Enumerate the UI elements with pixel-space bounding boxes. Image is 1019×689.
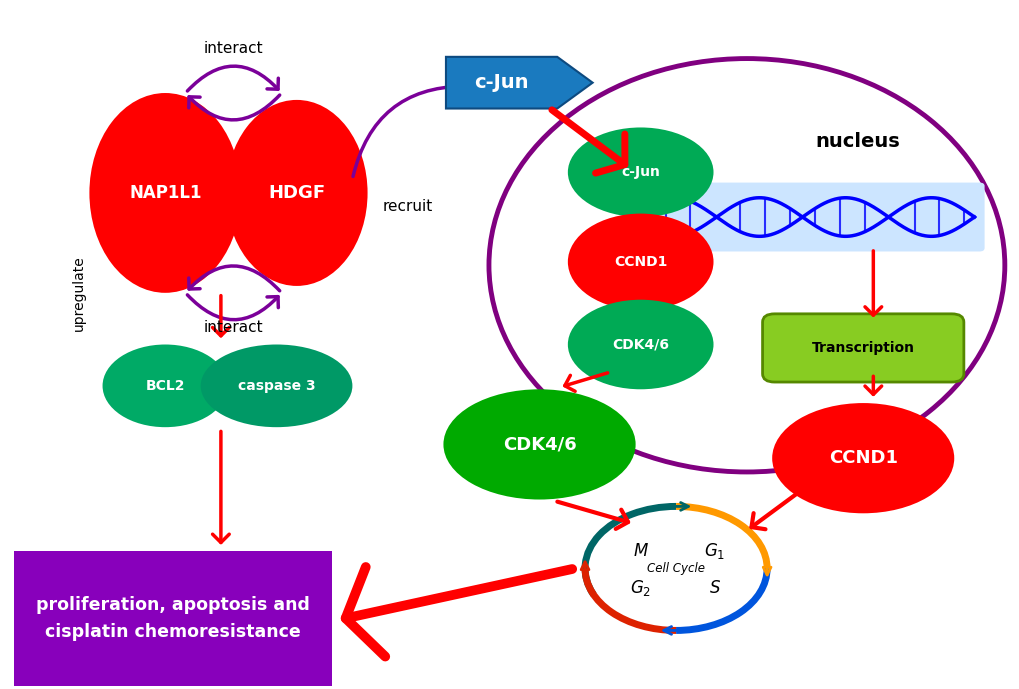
Text: BCL2: BCL2 <box>146 379 184 393</box>
Text: proliferation, apoptosis and
cisplatin chemoresistance: proliferation, apoptosis and cisplatin c… <box>36 596 310 641</box>
FancyArrowPatch shape <box>345 567 572 657</box>
Ellipse shape <box>568 300 713 389</box>
Text: HDGF: HDGF <box>268 184 325 202</box>
FancyArrowPatch shape <box>189 95 279 120</box>
Text: interact: interact <box>203 320 263 335</box>
FancyBboxPatch shape <box>762 314 963 382</box>
Text: $G_2$: $G_2$ <box>630 577 650 598</box>
Text: Transcription: Transcription <box>811 341 914 355</box>
Ellipse shape <box>568 127 713 217</box>
FancyBboxPatch shape <box>13 551 332 686</box>
FancyArrowPatch shape <box>565 373 607 391</box>
FancyArrowPatch shape <box>751 487 805 529</box>
FancyArrowPatch shape <box>187 66 278 91</box>
Ellipse shape <box>201 344 352 427</box>
Text: Cell Cycle: Cell Cycle <box>646 562 704 575</box>
Ellipse shape <box>488 59 1004 472</box>
Text: $M$: $M$ <box>632 542 648 560</box>
Text: CCND1: CCND1 <box>827 449 897 467</box>
Text: CDK4/6: CDK4/6 <box>611 338 668 351</box>
Ellipse shape <box>226 100 367 286</box>
Text: NAP1L1: NAP1L1 <box>128 184 202 202</box>
Polygon shape <box>445 57 592 109</box>
Ellipse shape <box>443 389 635 500</box>
Text: upregulate: upregulate <box>72 255 87 331</box>
Text: CCND1: CCND1 <box>613 255 666 269</box>
FancyArrowPatch shape <box>864 376 880 394</box>
Text: caspase 3: caspase 3 <box>237 379 315 393</box>
FancyArrowPatch shape <box>864 251 880 315</box>
Text: $S$: $S$ <box>708 579 719 597</box>
FancyArrowPatch shape <box>353 79 463 176</box>
FancyArrowPatch shape <box>212 296 229 336</box>
FancyArrowPatch shape <box>212 431 229 542</box>
Text: recruit: recruit <box>382 199 433 214</box>
Text: nucleus: nucleus <box>815 132 900 151</box>
Text: $G_1$: $G_1$ <box>703 541 725 562</box>
Text: interact: interact <box>203 41 263 56</box>
Text: CDK4/6: CDK4/6 <box>502 435 576 453</box>
FancyArrowPatch shape <box>551 110 625 173</box>
Text: c-Jun: c-Jun <box>621 165 659 179</box>
FancyArrowPatch shape <box>187 295 278 320</box>
Ellipse shape <box>90 93 240 293</box>
Ellipse shape <box>103 344 228 427</box>
Ellipse shape <box>771 403 954 513</box>
Ellipse shape <box>568 214 713 310</box>
FancyArrowPatch shape <box>189 266 279 291</box>
FancyArrowPatch shape <box>556 502 628 529</box>
Text: c-Jun: c-Jun <box>474 73 528 92</box>
FancyBboxPatch shape <box>620 183 983 251</box>
